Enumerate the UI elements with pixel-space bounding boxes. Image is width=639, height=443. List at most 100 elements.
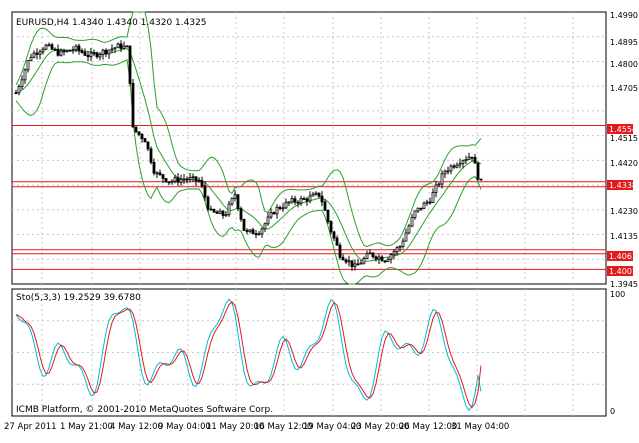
price-panel[interactable] bbox=[11, 11, 607, 285]
candle-body bbox=[371, 252, 375, 258]
candle-body bbox=[467, 156, 471, 160]
candle-body bbox=[26, 60, 30, 71]
candle-body bbox=[362, 258, 366, 264]
indicator-tick-label: 0 bbox=[610, 407, 615, 416]
candle-body bbox=[110, 48, 114, 51]
candle-body bbox=[431, 191, 435, 203]
candle-body bbox=[368, 252, 372, 255]
candle-body bbox=[191, 176, 195, 179]
bollinger-band-line bbox=[15, 59, 482, 285]
candle-body bbox=[89, 52, 93, 58]
candle-body bbox=[176, 177, 180, 183]
candle-body bbox=[278, 206, 282, 210]
candle-body bbox=[179, 178, 183, 183]
stochastic-lines bbox=[15, 298, 482, 412]
candle-body bbox=[197, 180, 201, 183]
candle-body bbox=[473, 157, 477, 164]
candle-body bbox=[437, 183, 441, 186]
level-label-bg bbox=[607, 124, 633, 134]
horizontal-levels[interactable] bbox=[12, 124, 606, 270]
bollinger-band-line bbox=[15, 11, 482, 248]
candle-body bbox=[230, 197, 234, 205]
candle-body bbox=[389, 254, 393, 260]
time-tick-label: 16 May 12:00 bbox=[254, 422, 312, 432]
indicator-axis: 100 0 bbox=[610, 290, 625, 416]
candle-body bbox=[260, 228, 264, 235]
candle-body bbox=[140, 134, 144, 140]
candle-body bbox=[32, 52, 36, 58]
price-tick-label: 1.4515 bbox=[610, 134, 638, 143]
stochastic-main-line bbox=[15, 298, 482, 412]
candle-body bbox=[83, 52, 87, 56]
candle-body bbox=[287, 201, 291, 204]
candle-body bbox=[143, 138, 147, 143]
candle-body bbox=[440, 173, 444, 185]
candle-body bbox=[350, 260, 354, 268]
candle-body bbox=[113, 47, 117, 50]
price-tick-label: 1.4800 bbox=[610, 60, 638, 69]
candle-body bbox=[347, 260, 351, 263]
price-tick-label: 1.4895 bbox=[610, 38, 638, 47]
candle-body bbox=[470, 156, 474, 159]
candle-body bbox=[413, 210, 417, 218]
candle-body bbox=[320, 195, 324, 203]
candle-body bbox=[146, 141, 150, 150]
candle-body bbox=[227, 203, 231, 216]
candle-body bbox=[20, 79, 24, 87]
candle-body bbox=[422, 202, 426, 210]
candle-body bbox=[434, 184, 438, 193]
candle-body bbox=[74, 45, 78, 51]
candle-body bbox=[455, 164, 459, 168]
candle-body bbox=[188, 177, 192, 180]
candle-body bbox=[245, 230, 249, 232]
time-tick-label: 31 May 04:00 bbox=[451, 422, 509, 432]
candle-body bbox=[62, 50, 66, 53]
candle-body bbox=[206, 196, 210, 210]
candle-body bbox=[104, 49, 108, 55]
level-label: 1.4061 bbox=[609, 252, 637, 261]
candle-body bbox=[290, 198, 294, 203]
candle-body bbox=[251, 229, 255, 235]
candle-body bbox=[374, 256, 378, 260]
candle-body bbox=[254, 233, 258, 236]
price-axis: 1.4990 1.4895 1.4800 1.4705 1.4515 1.442… bbox=[610, 11, 638, 289]
candle-body bbox=[380, 256, 384, 262]
candle-body bbox=[395, 247, 399, 253]
level-label-bg bbox=[607, 266, 633, 276]
candle-body bbox=[329, 221, 333, 233]
candle-body bbox=[101, 49, 105, 56]
candle-body bbox=[272, 212, 276, 215]
candle-body bbox=[137, 131, 141, 135]
candle-body bbox=[44, 44, 48, 50]
candle-body bbox=[338, 244, 342, 258]
candle-body bbox=[47, 44, 51, 47]
candle-body bbox=[359, 262, 363, 265]
candle-body bbox=[95, 52, 99, 58]
candle-body bbox=[50, 44, 54, 50]
price-tick-label: 1.4420 bbox=[610, 159, 638, 168]
candle-body bbox=[152, 161, 156, 174]
candle-body bbox=[68, 49, 72, 52]
candle-body bbox=[404, 232, 408, 242]
candle-body bbox=[182, 178, 186, 181]
candlesticks bbox=[14, 40, 483, 272]
time-tick-label: 26 May 12:00 bbox=[399, 422, 457, 432]
candle-body bbox=[35, 52, 39, 55]
candle-body bbox=[29, 56, 33, 61]
candle-body bbox=[158, 172, 162, 175]
chart-title: EURUSD,H4 1.4340 1.4340 1.4320 1.4325 bbox=[16, 18, 207, 28]
candle-body bbox=[461, 160, 465, 164]
candle-body bbox=[86, 54, 90, 58]
candle-body bbox=[167, 181, 171, 184]
stochastic-signal-line bbox=[15, 301, 482, 409]
candle-body bbox=[173, 177, 177, 182]
candle-body bbox=[311, 193, 315, 197]
candle-body bbox=[161, 174, 165, 179]
candle-body bbox=[170, 180, 174, 183]
candle-body bbox=[365, 253, 369, 259]
candle-body bbox=[200, 180, 204, 187]
candle-body bbox=[305, 198, 309, 202]
candle-body bbox=[209, 208, 213, 211]
candle-body bbox=[326, 209, 330, 222]
